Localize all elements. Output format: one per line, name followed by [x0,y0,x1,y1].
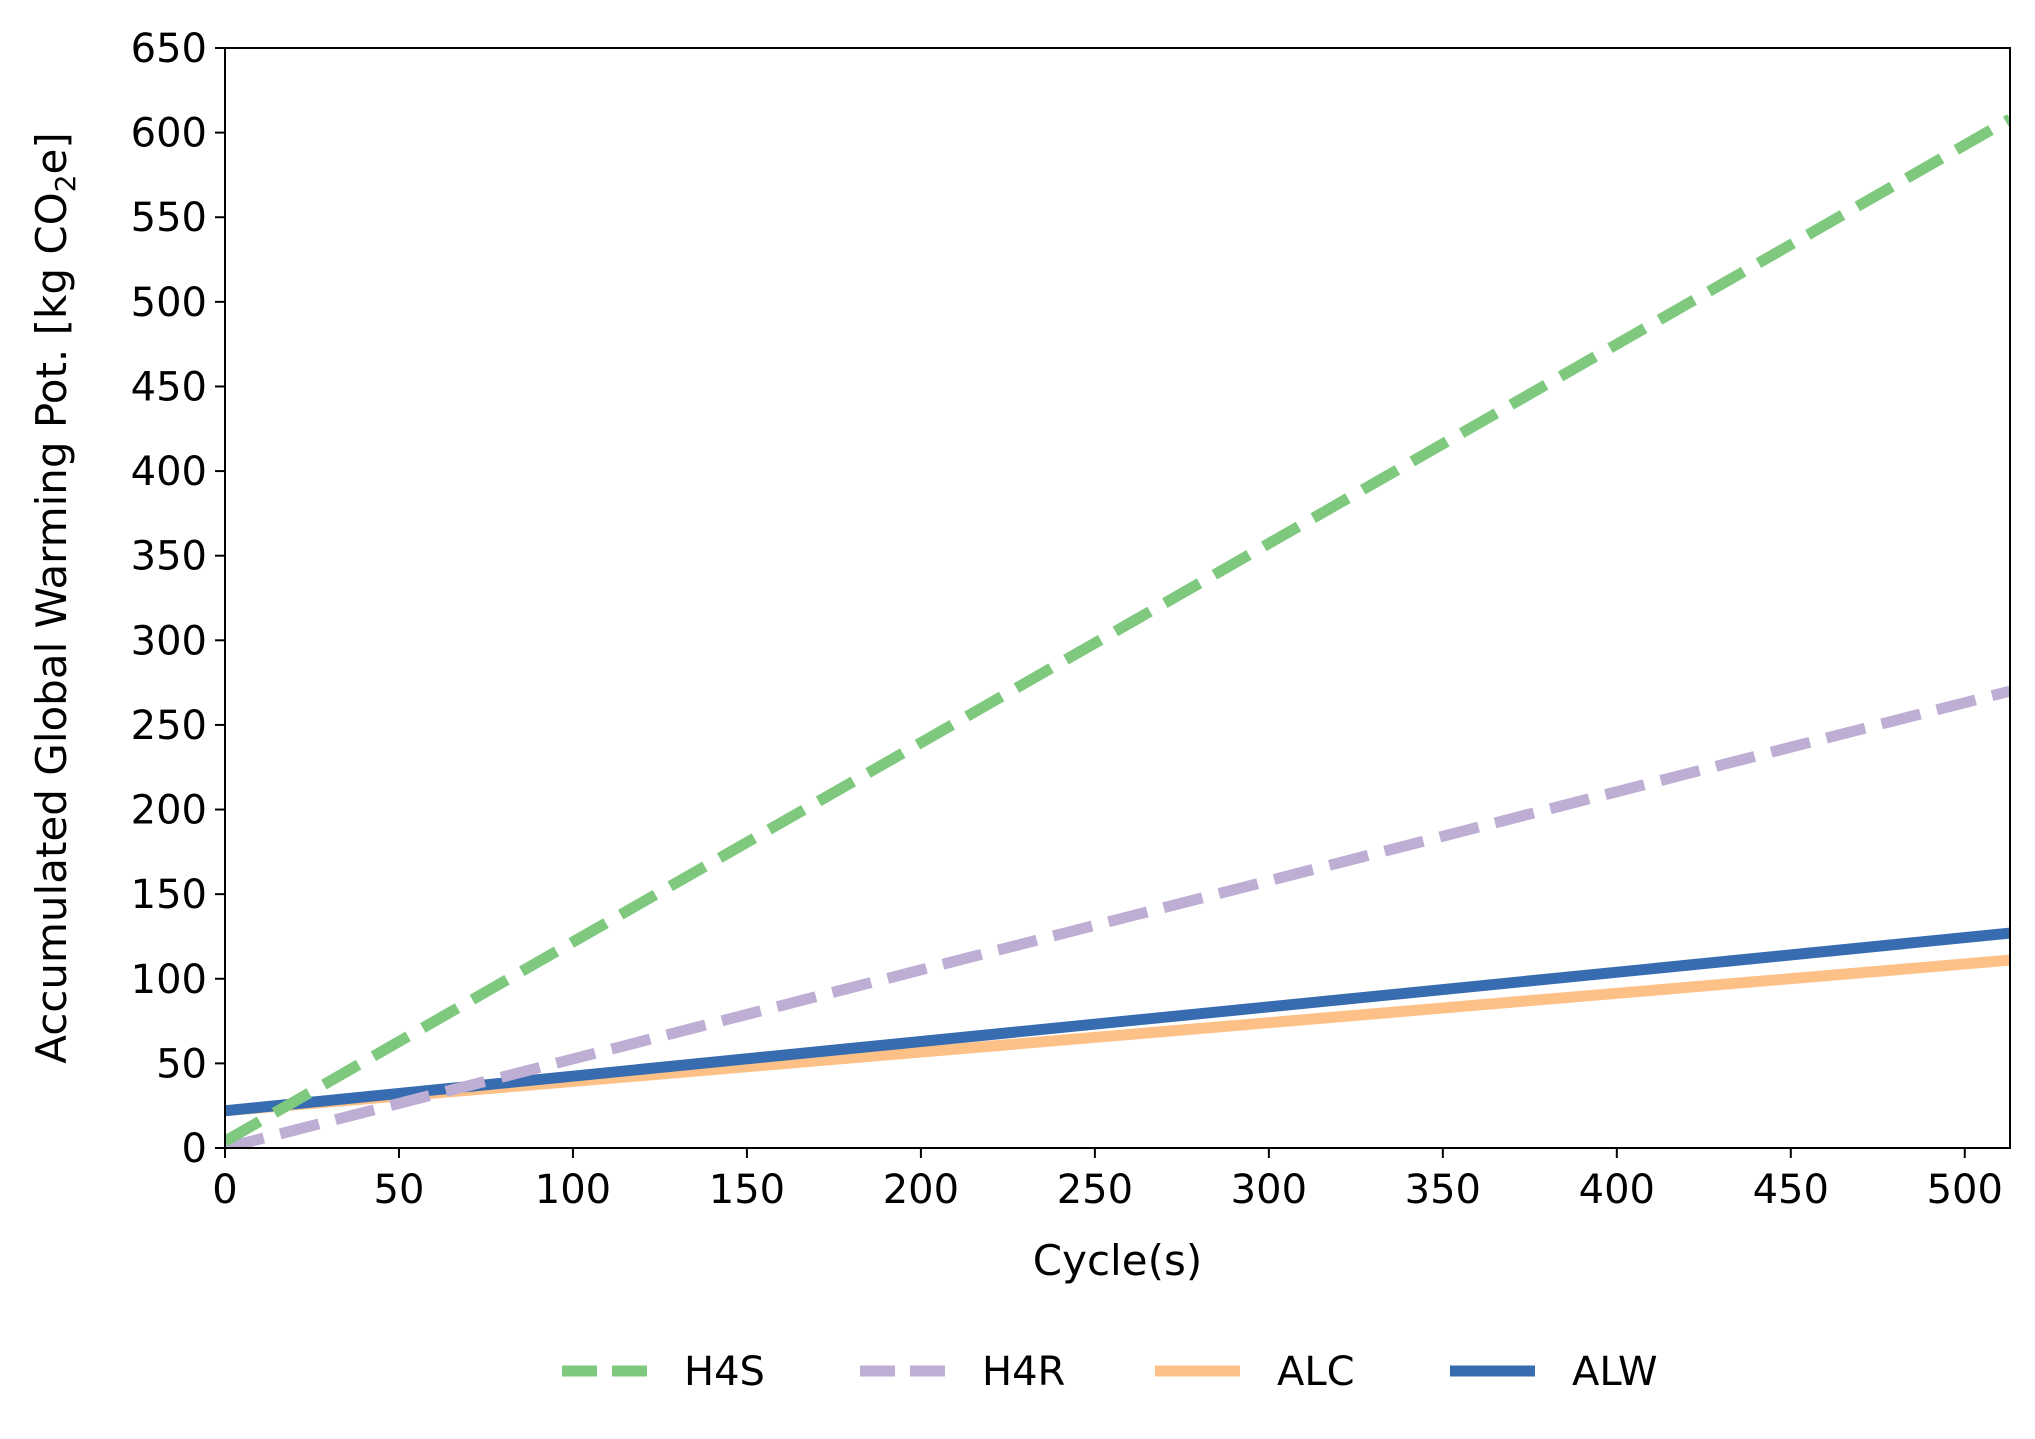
x-tick-label: 450 [1753,1167,1829,1213]
x-axis-label: Cycle(s) [1033,1236,1202,1285]
x-tick-label: 350 [1405,1167,1481,1213]
axes-frame [224,47,2011,1149]
y-tick-label: 200 [131,788,207,834]
x-tick-label: 400 [1579,1167,1655,1213]
x-tick-label: 150 [709,1167,785,1213]
x-tick-label: 500 [1927,1167,2003,1213]
y-tick-label: 300 [131,618,207,664]
y-tick-label: 50 [156,1041,207,1087]
y-tick-label: 650 [131,26,207,72]
x-tick-label: 250 [1057,1167,1133,1213]
legend-label-h4r: H4R [982,1349,1065,1395]
legend-label-alw: ALW [1572,1349,1658,1395]
y-tick-label: 350 [131,534,207,580]
y-axis-label: Accumulated Global Warming Pot. [kg CO2e… [27,132,82,1064]
series-line-alw [225,927,2010,1117]
y-axis: 0 50 100 150 200 250 300 350 400 450 500 550 600 650 [131,26,225,1172]
y-tick-label: 100 [131,957,207,1003]
y-tick-label: 600 [131,111,207,157]
y-tick-label: 500 [131,280,207,326]
series-line-h4r [225,685,2010,1148]
y-tick-label: 450 [131,364,207,410]
y-axis-label-tail: e] [27,132,76,174]
x-tick-label: 200 [883,1167,959,1213]
plot-area [225,114,2010,1148]
x-axis: 0 50 100 150 200 250 300 350 400 450 500 [212,1148,2003,1213]
x-tick-label: 300 [1231,1167,1307,1213]
x-tick-label: 50 [374,1167,425,1213]
y-tick-label: 400 [131,449,207,495]
legend-label-alc: ALC [1277,1349,1355,1395]
y-tick-label: 0 [182,1126,207,1172]
y-axis-label-subscript: 2 [49,174,82,192]
legend: H4S H4R ALC ALW [562,1349,1658,1395]
y-tick-label: 250 [131,703,207,749]
y-tick-label: 550 [131,195,207,241]
x-tick-label: 100 [535,1167,611,1213]
y-tick-label: 150 [131,872,207,918]
x-tick-label: 0 [212,1167,237,1213]
series-line-h4s [225,114,2010,1147]
legend-label-h4s: H4S [684,1349,765,1395]
